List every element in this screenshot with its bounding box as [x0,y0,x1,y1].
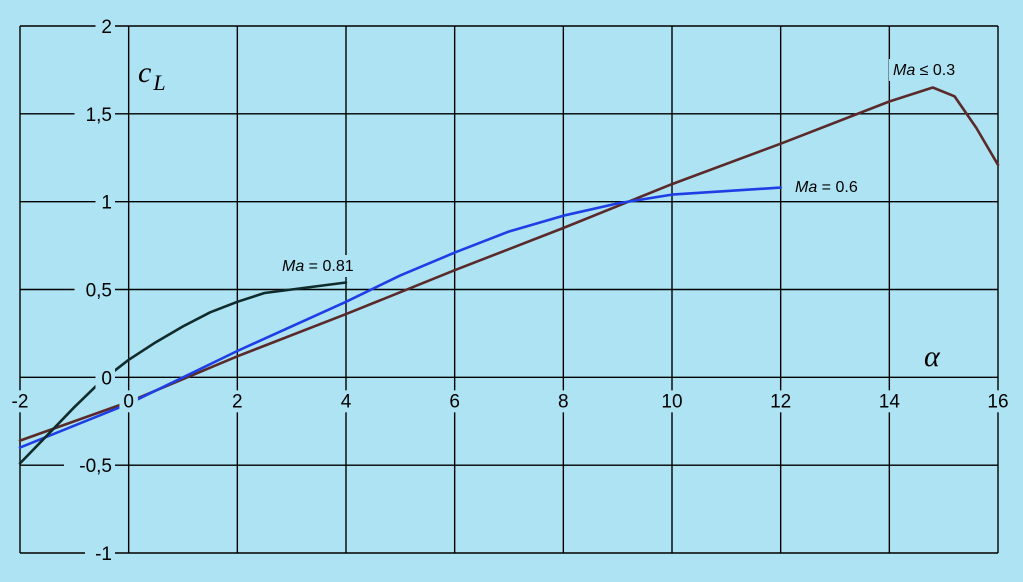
y-tick-bg-1 [64,455,115,478]
x-tick-bg-8 [874,390,904,413]
y-tick-bg-4 [95,191,115,214]
y-tick-bg-5 [74,103,115,126]
y-tick-bg-3 [74,279,115,302]
grid [19,25,999,554]
x-tick-bg-9 [983,390,1013,413]
series-label-bg-2 [278,255,370,277]
x-tick-label-5: 8 [558,391,569,412]
y-axis-label: cL [138,56,166,95]
x-tick-bg-5 [554,390,573,413]
x-axis-label-bg [918,340,958,374]
series-labels: Ma ≤ 0.3 Ma = 0.6 Ma = 0.81 [134,56,981,374]
y-tick-bg-2 [95,367,115,390]
x-tick-label-1: 0 [123,391,134,412]
series-line-2 [18,281,348,465]
series-label-0: Ma ≤ 0.3 [893,62,955,79]
series-label-bg-0 [889,59,981,81]
y-tick-label-5: 1,5 [86,105,112,126]
x-tick-bg-3 [336,390,356,413]
x-tick-label-0: -2 [12,391,29,412]
series-line-0 [18,86,1000,442]
x-tick-bg-7 [766,390,796,413]
y-tick-label-6: 2 [101,17,112,38]
x-tick-bg-2 [228,390,247,413]
x-tick-label-2: 2 [232,391,243,412]
y-tick-label-0: -1 [95,544,112,565]
y-tick-bg-0 [85,543,115,565]
x-tick-bg-1 [119,390,138,413]
x-tick-label-4: 6 [449,391,460,412]
x-tick-bg-0 [5,390,35,413]
y-axis-label-main: c [138,56,151,89]
y-tick-label-4: 1 [101,193,112,214]
tick-labels: -2 0 2 4 6 8 10 12 14 16 -1 -0,5 0 0,5 1 1,5 2 [5,16,1013,565]
y-axis-label-bg [134,56,174,96]
series-label-bg-1 [791,176,875,198]
y-tick-bg-6 [95,16,115,38]
y-tick-label-1: -0,5 [79,456,112,477]
x-tick-label-7: 12 [770,391,791,412]
x-tick-bg-4 [445,390,464,413]
x-tick-label-3: 4 [341,391,352,412]
x-tick-label-9: 16 [987,391,1008,412]
series-line-1 [18,186,783,449]
y-tick-label-2: 0 [101,368,112,389]
y-tick-label-3: 0,5 [86,281,112,302]
x-axis-label: α [924,340,941,373]
series-label-2: Ma = 0.81 [282,258,354,275]
series-layer [18,86,1000,465]
series-label-1: Ma = 0.6 [795,179,858,196]
x-tick-bg-6 [657,390,687,413]
x-tick-label-8: 14 [879,391,901,412]
y-axis-label-sub: L [152,70,165,95]
x-tick-label-6: 10 [661,391,682,412]
